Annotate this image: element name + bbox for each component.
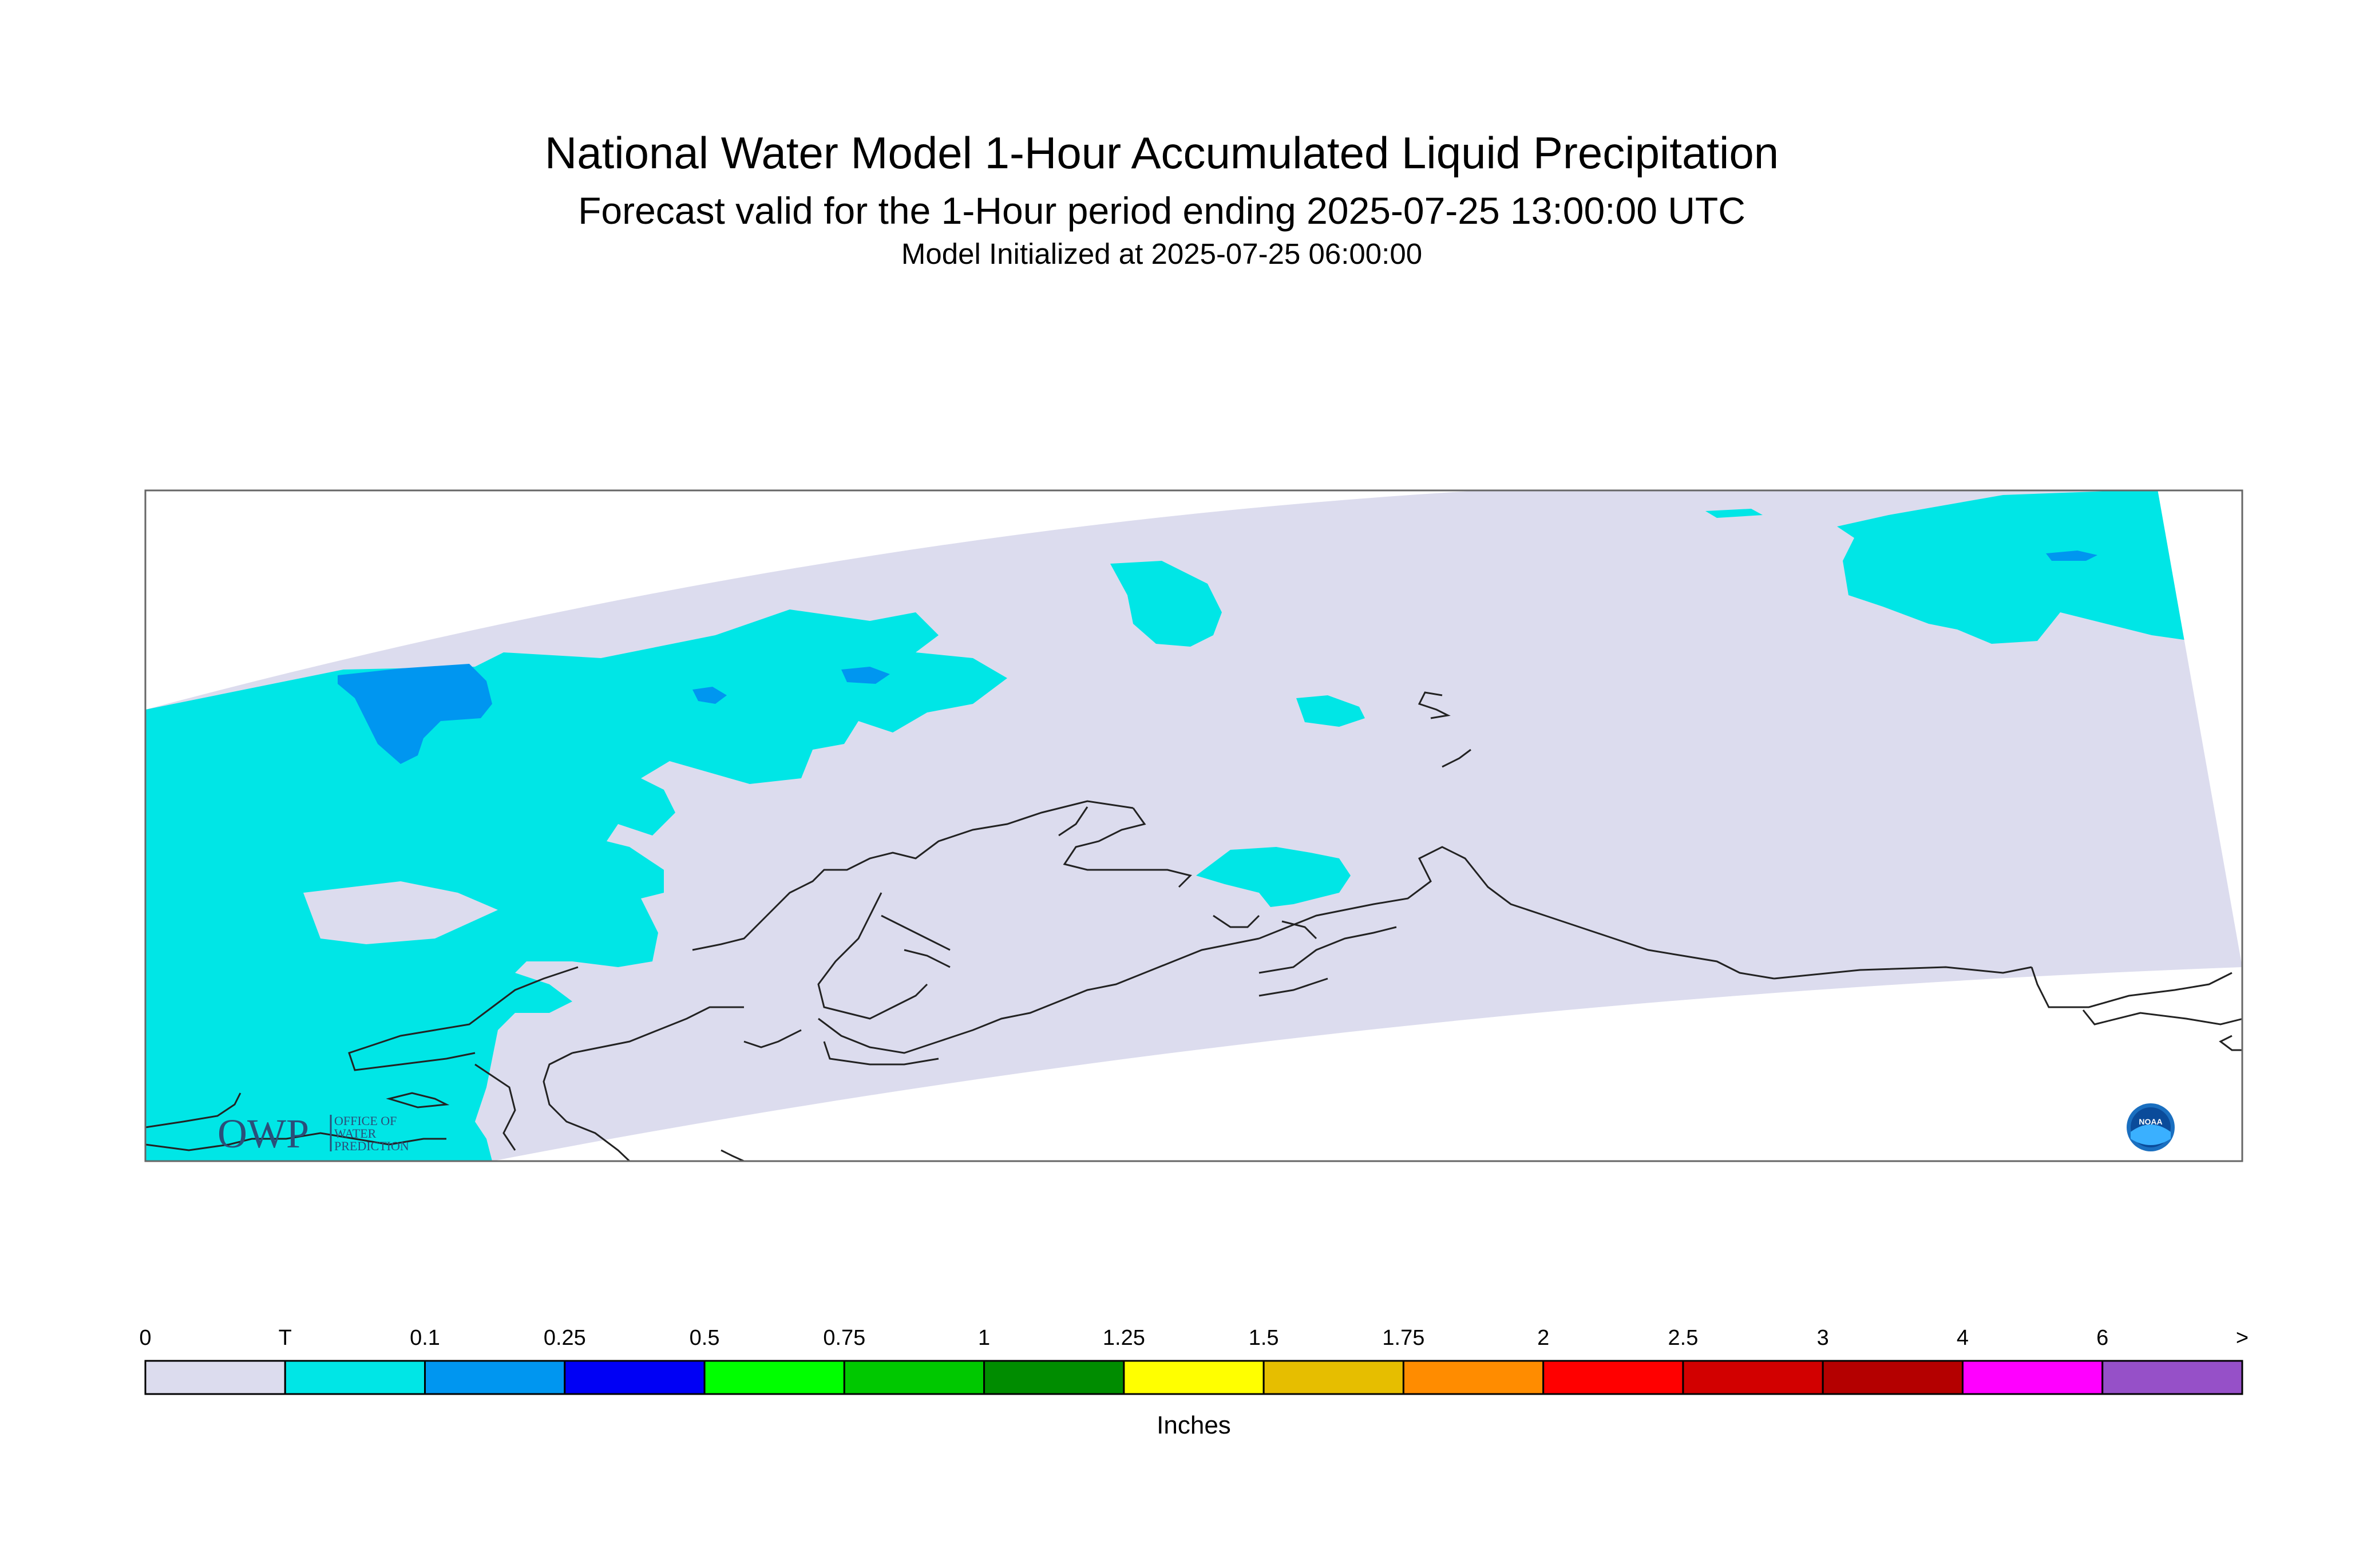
legend-color-box [2101, 1360, 2243, 1395]
trace-precip-sliver [1705, 509, 1763, 518]
noaa-logo-text: NOAA [2139, 1117, 2162, 1126]
legend-color-box [1123, 1360, 1265, 1395]
legend-tick-label: 0.25 [544, 1326, 586, 1350]
legend-color-box [1542, 1360, 1684, 1395]
map-title: National Water Model 1-Hour Accumulated … [544, 128, 1779, 178]
legend-color-box [1961, 1360, 2104, 1395]
trace-precip-inlet [681, 784, 761, 810]
trace-precip-bay [303, 881, 498, 944]
legend-tick-label: 2.5 [1668, 1326, 1699, 1350]
map-subtitle: Forecast valid for the 1-Hour period end… [578, 189, 1745, 232]
owp-logo: OWP OFFICE OF WATER PREDICTION [217, 1111, 409, 1157]
legend-color-box [1822, 1360, 1964, 1395]
trace-precip-cook-inlet [1196, 847, 1351, 907]
legend-tick-label: 0.5 [690, 1326, 720, 1350]
coastlines [145, 691, 2242, 1161]
legend-tick-label: 0 [139, 1326, 151, 1350]
trace-precip-northeast [1837, 490, 2192, 644]
legend-color-box [144, 1360, 286, 1395]
legend-color-box [1402, 1360, 1545, 1395]
legend-tick-label: 1 [978, 1326, 990, 1350]
legend-tick-label: 1.25 [1103, 1326, 1145, 1350]
light-precip-spot-2 [692, 687, 727, 704]
trace-precip-small-cell [1296, 695, 1365, 727]
legend-color-box [843, 1360, 985, 1395]
noaa-logo-icon: NOAA [2127, 1103, 2175, 1151]
model-init-text: Model Initialized at 2025-07-25 06:00:00 [901, 237, 1423, 270]
legend-tick-label: 6 [2096, 1326, 2108, 1350]
owp-logo-line-3: PREDICTION [334, 1139, 409, 1153]
legend-tick-label: > [2236, 1326, 2249, 1350]
legend-tick-label: 2 [1537, 1326, 1549, 1350]
legend-unit-label: Inches [1157, 1411, 1231, 1439]
light-precip-spot-1 [841, 667, 890, 684]
light-precip-spot-3 [2046, 551, 2097, 561]
legend-tick-label: 0.1 [410, 1326, 440, 1350]
owp-logo-line-2: WATER [334, 1126, 377, 1141]
legend-tick-label: 3 [1817, 1326, 1829, 1350]
light-precip-west [338, 664, 492, 764]
owp-logo-text: OWP [217, 1111, 309, 1157]
legend-tick-label: T [279, 1326, 292, 1350]
legend-color-box [284, 1360, 426, 1395]
legend-color-box [983, 1360, 1125, 1395]
legend-tick-label: 4 [1957, 1326, 1969, 1350]
legend-color-box [564, 1360, 706, 1395]
legend-color-box [703, 1360, 845, 1395]
legend-color-box [1682, 1360, 1824, 1395]
legend-color-box [424, 1360, 566, 1395]
legend-tick-label: 0.75 [823, 1326, 865, 1350]
trace-precip-north-island [1110, 561, 1222, 647]
map-frame [144, 489, 2243, 1162]
trace-precip-west [145, 609, 1007, 1161]
legend-tick-label: 1.5 [1249, 1326, 1279, 1350]
legend-tick-label: 1.75 [1382, 1326, 1424, 1350]
legend-color-box [1262, 1360, 1404, 1395]
owp-logo-line-1: OFFICE OF [334, 1114, 397, 1128]
